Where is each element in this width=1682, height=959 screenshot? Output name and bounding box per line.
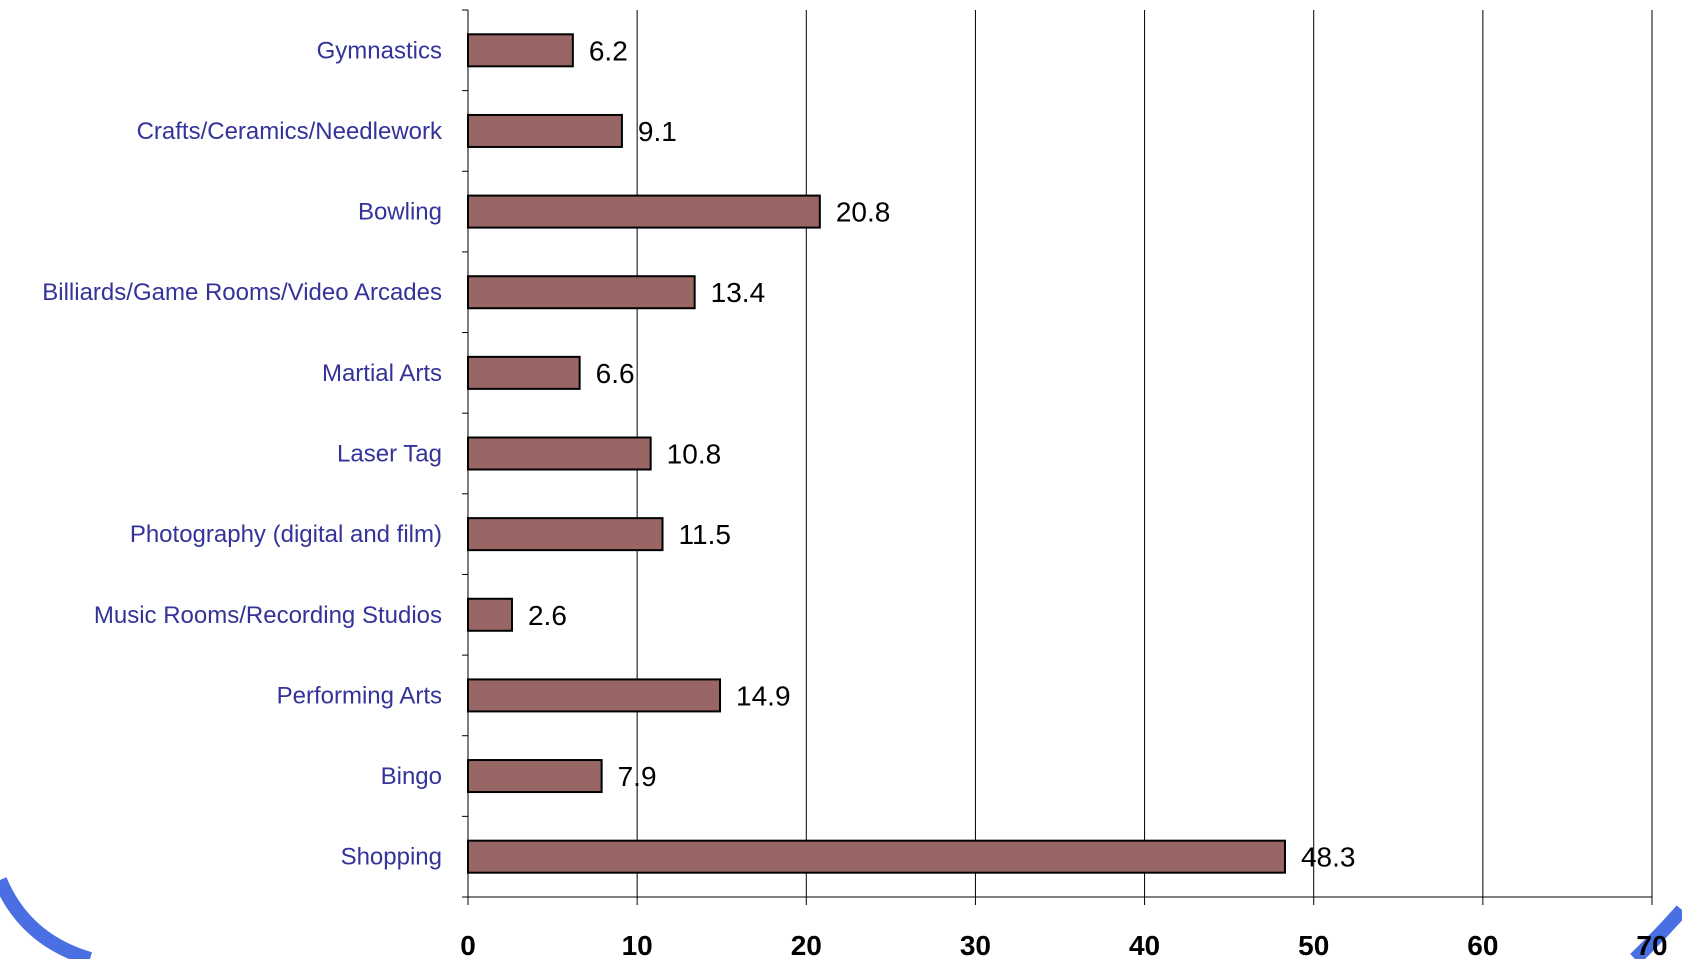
decor-arc-left <box>0 877 93 959</box>
bar <box>467 839 1286 874</box>
x-tick-label: 70 <box>1636 930 1667 959</box>
x-tick-label: 20 <box>791 930 822 959</box>
category-label: Laser Tag <box>337 441 442 468</box>
x-tick-label: 30 <box>960 930 991 959</box>
value-label: 13.4 <box>711 277 766 308</box>
category-label: Bowling <box>358 199 442 226</box>
value-label: 9.1 <box>638 116 677 147</box>
bars <box>467 33 1286 874</box>
category-label: Billiards/Game Rooms/Video Arcades <box>42 279 442 306</box>
value-label: 7.9 <box>618 761 657 792</box>
value-label: 48.3 <box>1301 842 1356 873</box>
category-label: Music Rooms/Recording Studios <box>94 602 442 629</box>
value-label: 2.6 <box>528 600 567 631</box>
bar <box>467 355 581 390</box>
bar <box>467 759 603 794</box>
bar <box>467 678 722 713</box>
x-tick-label: 0 <box>460 930 476 959</box>
decorative-corner-arcs <box>0 877 1682 959</box>
category-label: Crafts/Ceramics/Needlework <box>137 118 443 145</box>
value-labels: 6.2 9.1 20.8 13.4 6.6 10.8 11.5 2.6 14.9 7.9 48.3 <box>528 35 1355 872</box>
category-label: Photography (digital and film) <box>130 521 442 548</box>
x-tick-label: 10 <box>622 930 653 959</box>
bar <box>467 33 574 68</box>
decor-arc-right <box>1630 905 1682 959</box>
bar <box>467 517 664 552</box>
x-tick-labels: 0 10 20 30 40 50 60 70 <box>460 930 1667 959</box>
value-label: 10.8 <box>667 439 722 470</box>
bar <box>467 113 623 148</box>
value-label: 14.9 <box>736 680 791 711</box>
category-label: Bingo <box>381 763 442 790</box>
bar <box>467 275 696 310</box>
value-label: 6.2 <box>589 35 628 66</box>
value-label: 20.8 <box>836 197 891 228</box>
gridlines <box>636 10 1653 897</box>
value-label: 11.5 <box>679 519 731 550</box>
category-label: Shopping <box>341 844 442 871</box>
bar <box>467 436 652 471</box>
category-label: Martial Arts <box>322 360 442 387</box>
category-label: Performing Arts <box>277 682 442 709</box>
category-label: Gymnastics <box>317 37 442 64</box>
bar <box>467 597 513 632</box>
value-label: 6.6 <box>596 358 635 389</box>
bar <box>467 194 821 229</box>
x-tick-label: 50 <box>1298 930 1329 959</box>
x-tick-label: 40 <box>1129 930 1160 959</box>
category-labels: Gymnastics Crafts/Ceramics/Needlework Bowl… <box>42 37 443 870</box>
x-tick-label: 60 <box>1467 930 1498 959</box>
